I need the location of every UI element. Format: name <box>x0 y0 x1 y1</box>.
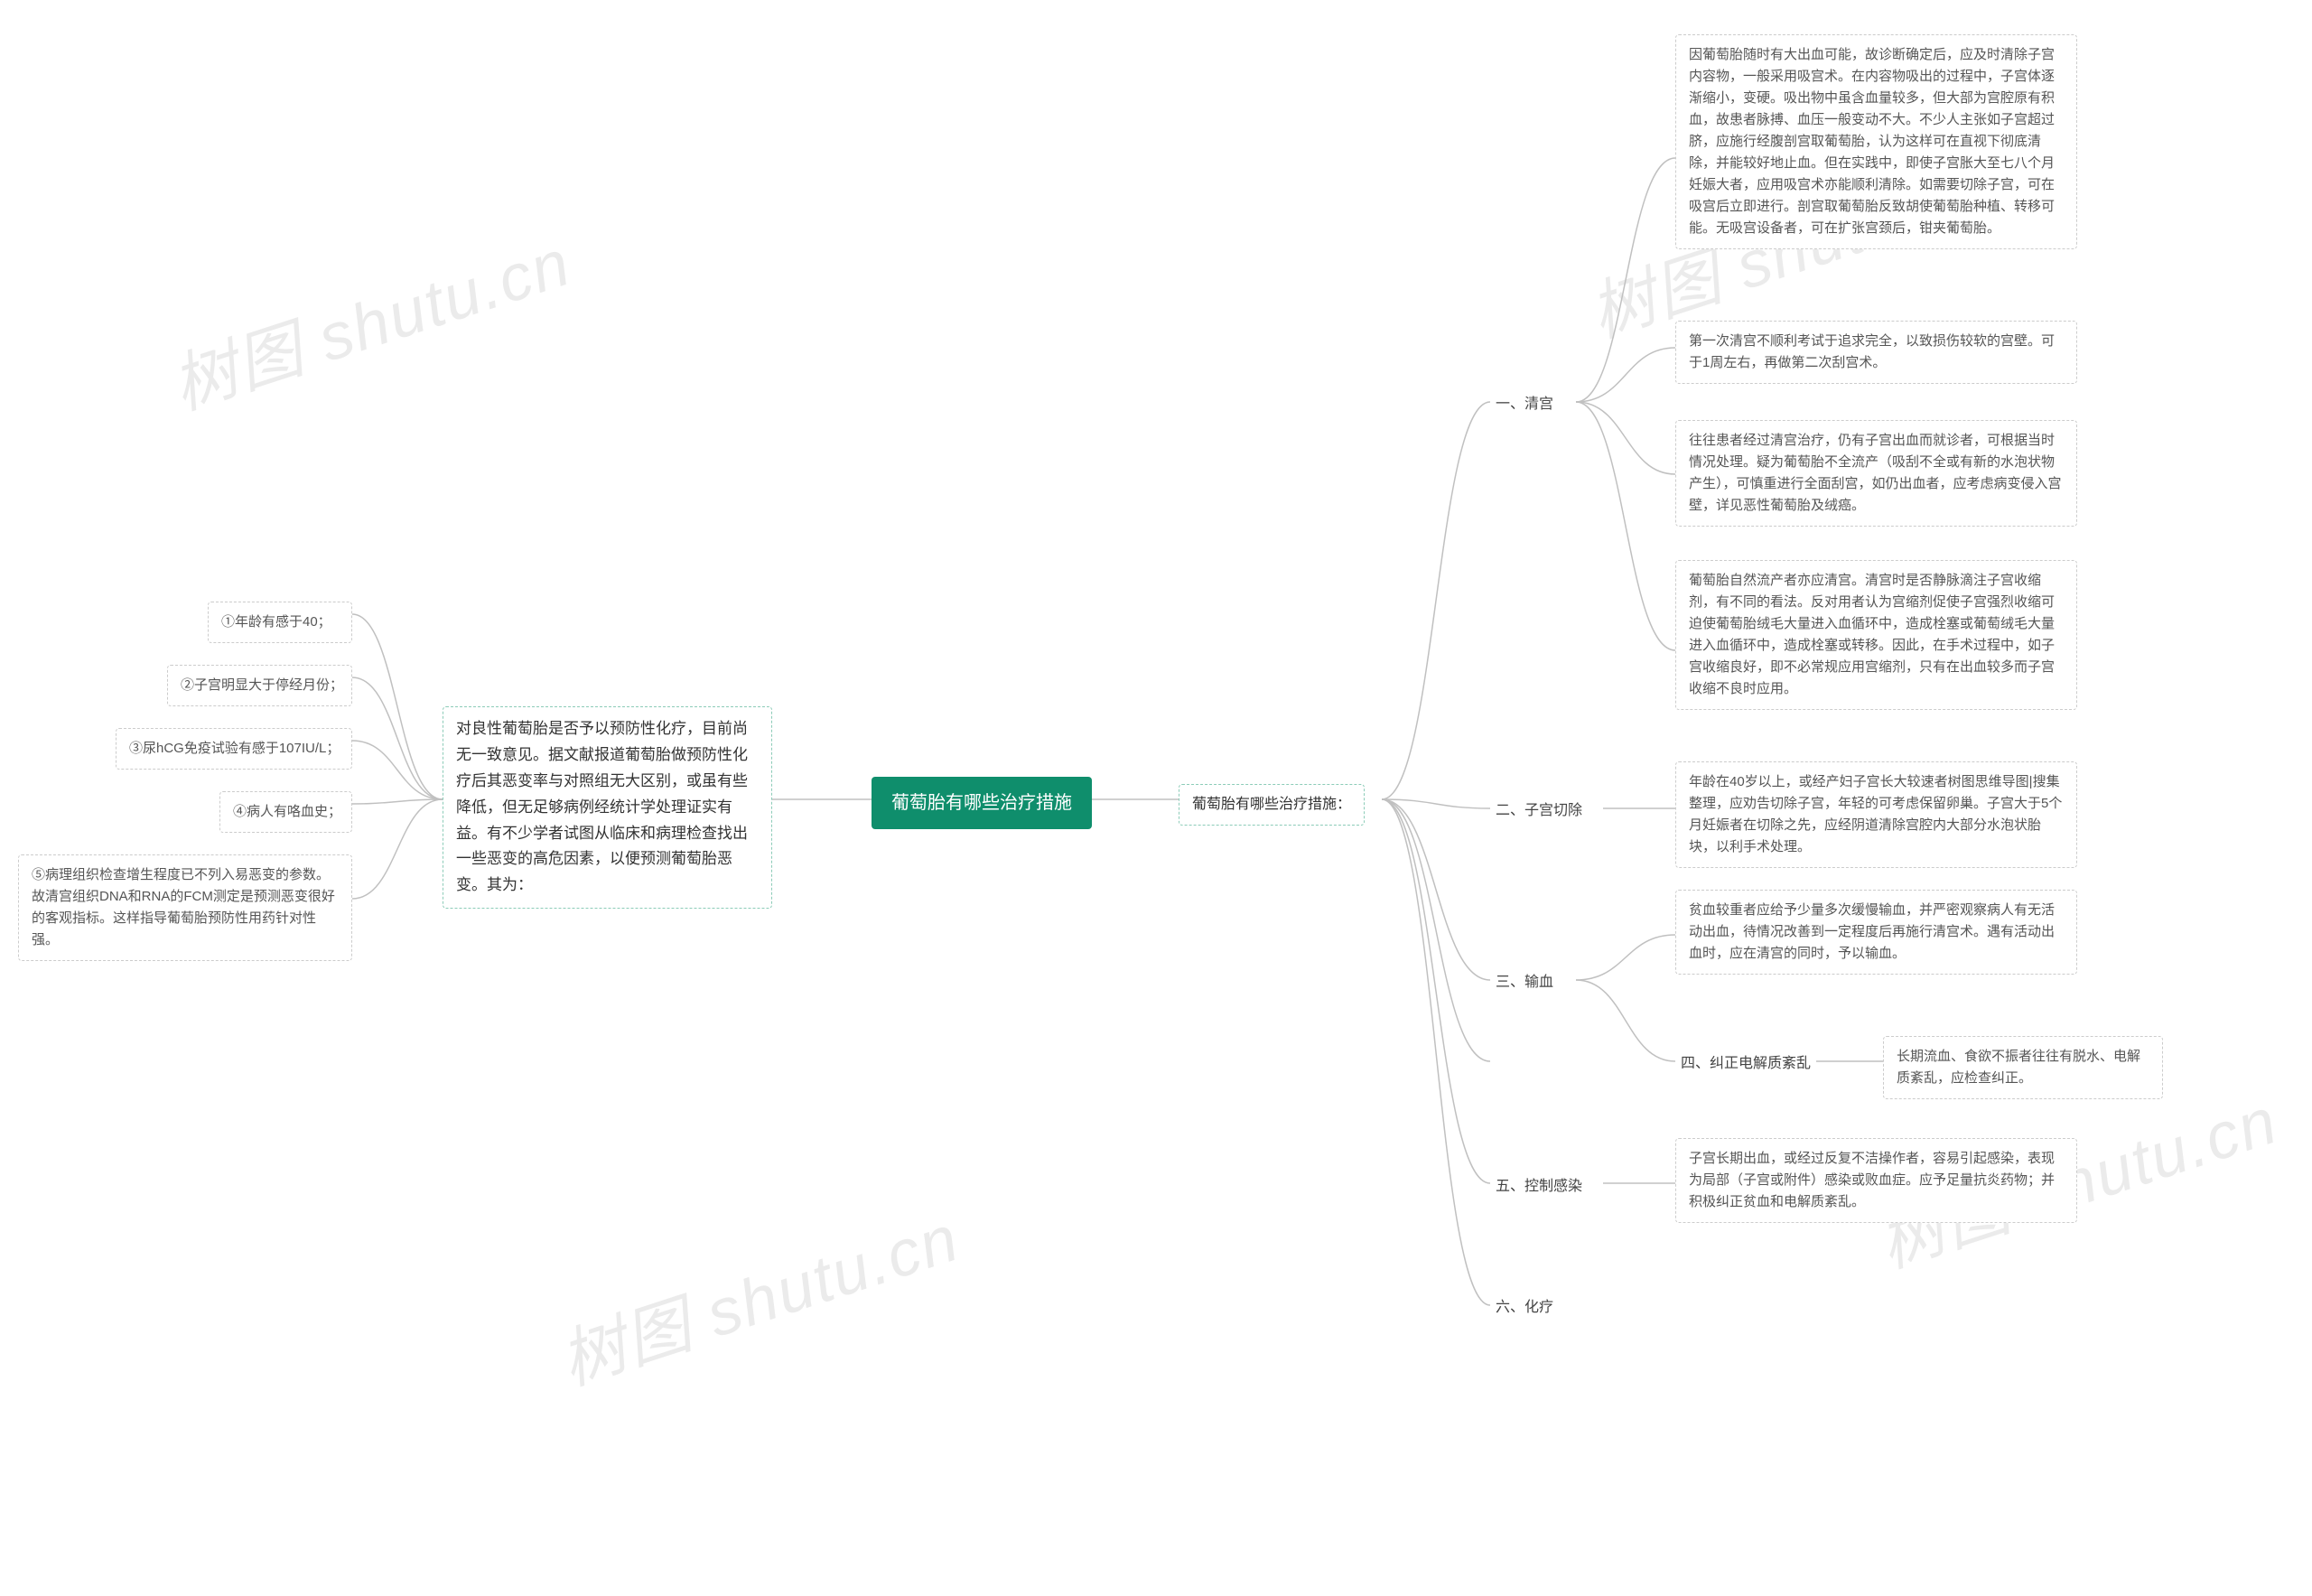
section-1[interactable]: 一、清宫 <box>1490 390 1559 419</box>
root-node[interactable]: 葡萄胎有哪些治疗措施 <box>872 777 1092 829</box>
left-item-5: ⑤病理组织检查增生程度已不列入易恶变的参数。故清宫组织DNA和RNA的FCM测定… <box>18 854 352 961</box>
watermark: 树图 shutu.cn <box>546 1185 969 1403</box>
section-5[interactable]: 五、控制感染 <box>1490 1172 1588 1201</box>
section-3[interactable]: 三、输血 <box>1490 968 1559 997</box>
left-item-1: ①年龄有感于40； <box>208 602 352 643</box>
left-item-2: ②子宫明显大于停经月份； <box>167 665 352 706</box>
left-paragraph[interactable]: 对良性葡萄胎是否予以预防性化疗，目前尚无一致意见。据文献报道葡萄胎做预防性化疗后… <box>443 706 772 909</box>
detail-1a: 因葡萄胎随时有大出血可能，故诊断确定后，应及时清除子宫内容物，一般采用吸宫术。在… <box>1675 34 2077 249</box>
detail-3: 贫血较重者应给予少量多次缓慢输血，并严密观察病人有无活动出血，待情况改善到一定程… <box>1675 890 2077 975</box>
section-4[interactable]: 四、纠正电解质紊乱 <box>1675 1050 1816 1078</box>
detail-1b: 第一次清宫不顺利考试于追求完全，以致损伤较软的宫壁。可于1周左右，再做第二次刮宫… <box>1675 321 2077 384</box>
left-item-4: ④病人有咯血史； <box>219 791 352 833</box>
section-6[interactable]: 六、化疗 <box>1490 1293 1559 1322</box>
detail-4: 长期流血、食欲不振者往往有脱水、电解质紊乱，应检查纠正。 <box>1883 1036 2163 1099</box>
detail-1d: 葡萄胎自然流产者亦应清宫。清宫时是否静脉滴注子宫收缩剂，有不同的看法。反对用者认… <box>1675 560 2077 710</box>
detail-2: 年龄在40岁以上，或经产妇子宫长大较速者树图思维导图|搜集整理，应劝告切除子宫，… <box>1675 761 2077 868</box>
detail-1c: 往往患者经过清宫治疗，仍有子宫出血而就诊者，可根据当时情况处理。疑为葡萄胎不全流… <box>1675 420 2077 527</box>
watermark: 树图 shutu.cn <box>158 210 581 427</box>
right-branch-label[interactable]: 葡萄胎有哪些治疗措施： <box>1179 784 1365 826</box>
left-item-3: ③尿hCG免疫试验有感于107IU/L； <box>116 728 352 770</box>
section-2[interactable]: 二、子宫切除 <box>1490 797 1588 826</box>
detail-5: 子宫长期出血，或经过反复不洁操作者，容易引起感染，表现为局部（子宫或附件）感染或… <box>1675 1138 2077 1223</box>
